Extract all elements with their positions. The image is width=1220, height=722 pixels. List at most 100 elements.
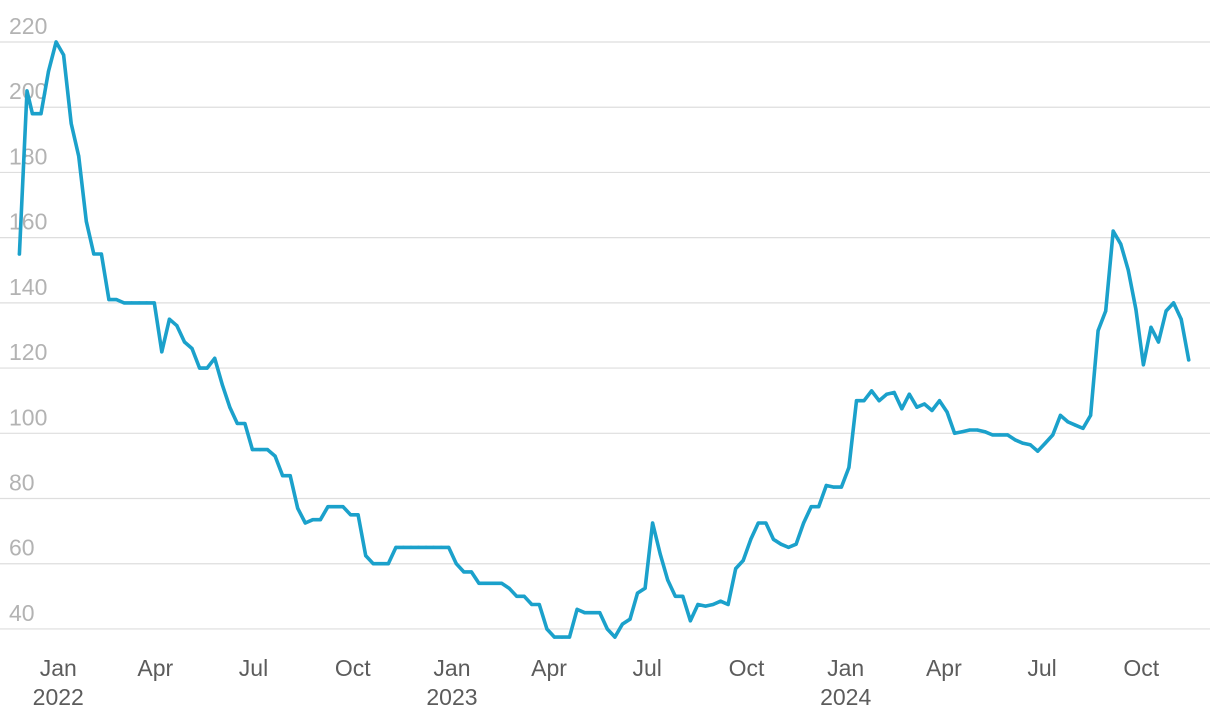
data-point <box>726 602 730 607</box>
data-point <box>1081 426 1085 430</box>
data-point <box>1036 449 1040 453</box>
data-point <box>922 402 927 406</box>
y-tick-label: 140 <box>9 274 47 300</box>
data-point <box>998 433 1002 437</box>
data-point <box>696 602 700 607</box>
data-point <box>386 562 390 566</box>
data-point <box>92 252 96 256</box>
data-point <box>809 505 813 509</box>
x-tick-label: Oct <box>729 655 765 681</box>
data-point <box>1096 329 1100 333</box>
x-tick-label: Apr <box>531 655 567 681</box>
data-point <box>885 392 889 396</box>
data-point <box>371 562 375 566</box>
data-point <box>1156 340 1161 344</box>
y-tick-label: 80 <box>9 470 35 496</box>
data-point <box>802 521 806 525</box>
data-point <box>839 485 844 489</box>
x-tick-label: Apr <box>926 655 962 681</box>
data-point <box>1126 268 1130 272</box>
data-point <box>1058 413 1062 417</box>
data-point <box>1187 358 1191 362</box>
data-point <box>326 505 330 509</box>
data-point <box>130 301 134 305</box>
data-point <box>46 69 51 73</box>
data-point <box>243 421 247 426</box>
x-tick-label: Oct <box>1123 655 1159 681</box>
data-point <box>1089 413 1093 417</box>
data-point <box>537 602 541 607</box>
data-point <box>84 219 88 223</box>
data-point <box>620 622 625 626</box>
data-point <box>265 448 270 452</box>
data-point <box>349 513 353 517</box>
x-tick-label: Jan <box>40 655 77 681</box>
data-point <box>1179 317 1183 321</box>
data-point <box>477 581 481 585</box>
x-tick-label: Jul <box>633 655 662 681</box>
data-point <box>756 521 760 525</box>
data-point <box>1119 242 1123 246</box>
data-point <box>492 581 496 585</box>
gridlines <box>0 41 1210 630</box>
data-point <box>379 562 383 566</box>
x-tick-label: Jan <box>827 655 864 681</box>
data-point <box>228 405 232 409</box>
data-point <box>235 421 239 426</box>
x-tick-label: Jan <box>433 655 470 681</box>
data-point <box>1021 441 1025 445</box>
data-point <box>583 611 587 615</box>
data-point <box>432 545 436 550</box>
y-tick-label: 160 <box>9 209 47 235</box>
x-tick-label: Jul <box>239 655 268 681</box>
data-point <box>281 474 285 478</box>
data-point <box>1051 433 1055 437</box>
data-point <box>567 635 572 639</box>
data-point <box>175 324 179 328</box>
data-point <box>854 399 859 403</box>
x-tick-label: Jul <box>1027 655 1056 681</box>
data-point <box>915 405 919 409</box>
data-point <box>1028 443 1032 447</box>
data-point <box>364 554 368 558</box>
data-point <box>590 611 594 615</box>
data-point <box>681 594 685 598</box>
data-point <box>484 581 489 585</box>
data-point <box>469 570 473 574</box>
x-axis-tick-labels: Jan 2022 Apr Jul Oct Jan 2023 Apr Jul Oct Jan 2024 A… <box>33 655 1160 710</box>
data-point <box>341 505 345 509</box>
data-point <box>401 545 405 550</box>
data-point <box>817 505 821 509</box>
data-point <box>975 428 979 432</box>
data-point <box>1111 229 1115 233</box>
series-line <box>17 40 1191 639</box>
data-point <box>416 545 421 550</box>
data-point <box>62 53 66 57</box>
data-point <box>356 513 360 517</box>
data-point <box>613 635 617 639</box>
data-point <box>666 578 670 582</box>
data-point <box>1164 309 1168 313</box>
data-point <box>552 635 557 639</box>
data-point <box>454 562 458 566</box>
data-point <box>703 604 708 608</box>
data-point <box>605 627 609 631</box>
y-tick-label: 120 <box>9 339 47 365</box>
series-group <box>17 40 1191 639</box>
data-point <box>515 594 519 598</box>
y-tick-label: 100 <box>9 404 47 430</box>
data-point <box>303 521 307 525</box>
y-tick-label: 180 <box>9 143 47 169</box>
data-point <box>1104 309 1108 313</box>
data-point <box>273 454 277 458</box>
data-point <box>741 558 745 563</box>
data-point <box>847 465 851 470</box>
data-point <box>522 594 526 598</box>
data-point <box>213 356 217 360</box>
data-point <box>99 252 103 256</box>
data-point <box>749 537 753 541</box>
data-point <box>160 350 164 354</box>
data-point <box>968 428 972 432</box>
data-point <box>1005 433 1010 437</box>
data-point <box>152 301 156 305</box>
